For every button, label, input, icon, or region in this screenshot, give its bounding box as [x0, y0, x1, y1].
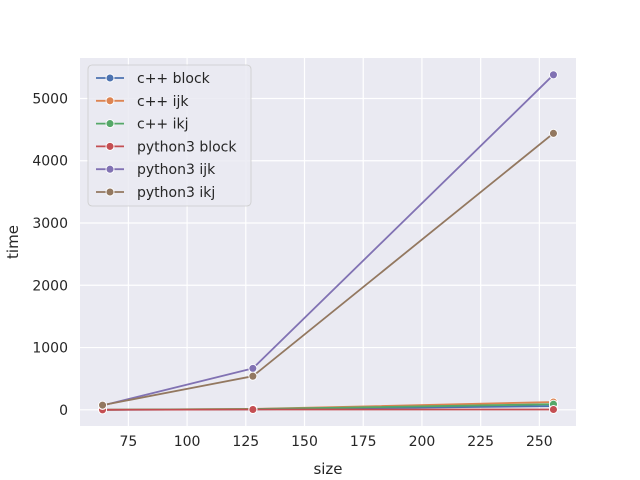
y-tick-label: 0 — [59, 403, 68, 419]
y-tick-label: 2000 — [32, 278, 68, 294]
legend-marker — [105, 73, 115, 83]
legend-label: c++ ikj — [137, 117, 189, 133]
x-tick-labels: 75 100 125 150 175 200 225 250 — [119, 434, 552, 450]
x-tick-label: 75 — [119, 434, 137, 450]
data-point-python3-ikj — [248, 371, 258, 381]
y-tick-label: 5000 — [32, 91, 68, 107]
y-axis-label: time — [4, 225, 22, 259]
x-tick-label: 125 — [232, 434, 259, 450]
data-point-python3-block — [248, 405, 258, 414]
x-tick-label: 100 — [174, 434, 201, 450]
legend-marker — [105, 187, 115, 197]
legend-marker — [105, 141, 115, 151]
data-point-python3-ikj — [98, 400, 107, 410]
data-point-python3-ijk — [549, 70, 558, 80]
legend: c++ block c++ ijk c++ ikj python3 block pyth… — [87, 64, 252, 207]
x-tick-label: 200 — [409, 434, 436, 450]
y-tick-labels: 0 1000 2000 3000 4000 5000 — [32, 91, 68, 418]
legend-marker — [105, 164, 115, 174]
legend-label: c++ ijk — [137, 94, 189, 110]
x-tick-label: 225 — [467, 434, 494, 450]
legend-marker — [105, 119, 115, 129]
legend-label: python3 ikj — [137, 185, 215, 201]
data-point-python3-block — [549, 405, 558, 414]
legend-marker — [105, 96, 115, 106]
legend-label: python3 ijk — [137, 162, 216, 178]
legend-box — [87, 64, 252, 207]
legend-label: c++ block — [137, 71, 211, 87]
x-tick-label: 175 — [350, 434, 377, 450]
y-tick-label: 1000 — [32, 341, 68, 357]
data-point-python3-ijk — [248, 363, 258, 373]
series-markers — [98, 70, 558, 415]
x-tick-label: 150 — [291, 434, 318, 450]
x-tick-label: 250 — [526, 434, 553, 450]
data-point-python3-ikj — [549, 128, 558, 138]
x-axis-label: size — [313, 460, 342, 478]
legend-label: python3 block — [137, 139, 237, 155]
y-tick-label: 3000 — [32, 216, 68, 232]
y-tick-label: 4000 — [32, 154, 68, 170]
